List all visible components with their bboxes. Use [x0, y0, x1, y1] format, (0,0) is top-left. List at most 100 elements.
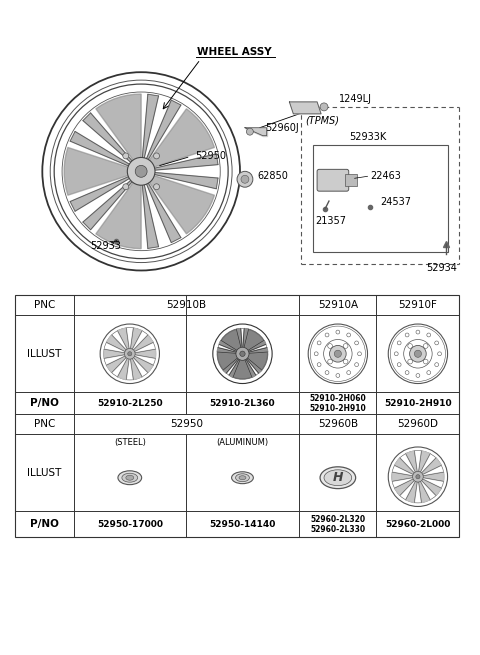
Circle shape	[124, 348, 135, 359]
Text: (TPMS): (TPMS)	[305, 116, 339, 126]
Circle shape	[355, 363, 359, 367]
Polygon shape	[395, 479, 414, 496]
Polygon shape	[419, 451, 430, 472]
Polygon shape	[229, 360, 240, 377]
Text: 21357: 21357	[315, 216, 346, 226]
Circle shape	[435, 341, 439, 345]
Circle shape	[395, 352, 398, 356]
Circle shape	[427, 333, 431, 337]
Circle shape	[405, 371, 409, 375]
Circle shape	[423, 359, 428, 364]
Circle shape	[355, 341, 359, 345]
Polygon shape	[131, 328, 142, 349]
Polygon shape	[155, 172, 218, 189]
Polygon shape	[70, 177, 129, 211]
Text: ILLUST: ILLUST	[27, 348, 61, 359]
Circle shape	[409, 345, 426, 362]
Circle shape	[127, 157, 155, 185]
Polygon shape	[104, 349, 124, 358]
Circle shape	[416, 475, 420, 479]
Circle shape	[397, 363, 401, 367]
Polygon shape	[220, 329, 241, 351]
Polygon shape	[118, 328, 129, 349]
Polygon shape	[146, 183, 181, 242]
Circle shape	[314, 352, 318, 356]
Polygon shape	[421, 458, 442, 474]
Text: 52910-2H060
52910-2H910: 52910-2H060 52910-2H910	[310, 394, 366, 413]
Circle shape	[347, 371, 350, 375]
Text: 52933K: 52933K	[349, 132, 386, 141]
Polygon shape	[146, 100, 181, 159]
Polygon shape	[219, 341, 237, 351]
Text: 52950-14140: 52950-14140	[209, 520, 276, 529]
Text: H: H	[333, 471, 343, 484]
Circle shape	[334, 350, 341, 358]
Circle shape	[128, 352, 132, 356]
Text: 52960B: 52960B	[318, 419, 358, 429]
Text: 52910-2H910: 52910-2H910	[384, 399, 452, 408]
Text: 52960D: 52960D	[397, 419, 438, 429]
Polygon shape	[107, 356, 126, 373]
Text: P/NO: P/NO	[30, 398, 59, 408]
Circle shape	[343, 359, 348, 364]
Text: 52910-2L250: 52910-2L250	[97, 399, 163, 408]
Polygon shape	[143, 185, 158, 248]
Text: 22463: 22463	[371, 172, 401, 181]
Polygon shape	[133, 335, 153, 352]
Circle shape	[336, 373, 340, 377]
Polygon shape	[135, 349, 156, 358]
Text: 52910A: 52910A	[318, 300, 358, 310]
Text: (STEEL): (STEEL)	[114, 438, 146, 447]
Polygon shape	[83, 113, 132, 162]
Bar	[345, 174, 357, 186]
Ellipse shape	[324, 470, 352, 485]
Circle shape	[123, 184, 129, 190]
Polygon shape	[96, 94, 141, 160]
Polygon shape	[245, 128, 267, 136]
Text: 52950: 52950	[170, 419, 203, 429]
Circle shape	[154, 184, 159, 190]
Circle shape	[328, 344, 333, 348]
Circle shape	[236, 347, 249, 360]
Polygon shape	[143, 94, 158, 158]
Circle shape	[330, 345, 346, 362]
Text: WHEEL ASSY: WHEEL ASSY	[197, 47, 272, 57]
Bar	[14, 295, 459, 537]
Polygon shape	[133, 356, 153, 373]
Circle shape	[317, 363, 321, 367]
Text: P/NO: P/NO	[30, 519, 59, 529]
Polygon shape	[217, 350, 238, 371]
Ellipse shape	[231, 472, 253, 483]
Bar	[313, 145, 447, 252]
Polygon shape	[223, 358, 238, 373]
Polygon shape	[217, 348, 236, 353]
Polygon shape	[236, 329, 242, 347]
Polygon shape	[289, 102, 321, 114]
Circle shape	[397, 341, 401, 345]
Circle shape	[408, 359, 412, 364]
Circle shape	[320, 103, 328, 111]
Text: PNC: PNC	[34, 419, 55, 429]
Ellipse shape	[236, 474, 250, 481]
Circle shape	[423, 344, 428, 348]
FancyBboxPatch shape	[317, 170, 349, 191]
Polygon shape	[149, 176, 215, 234]
Polygon shape	[248, 341, 266, 351]
Polygon shape	[247, 358, 262, 373]
Circle shape	[413, 472, 423, 482]
Polygon shape	[70, 132, 129, 166]
Circle shape	[427, 371, 431, 375]
Circle shape	[405, 333, 409, 337]
Circle shape	[246, 128, 253, 135]
Text: PNC: PNC	[34, 300, 55, 310]
Polygon shape	[419, 481, 430, 502]
Polygon shape	[243, 329, 249, 347]
Polygon shape	[118, 358, 129, 380]
Text: 52933: 52933	[90, 240, 120, 251]
Text: 52934: 52934	[426, 263, 456, 272]
Polygon shape	[64, 147, 128, 195]
Text: 52960J: 52960J	[264, 122, 299, 133]
Polygon shape	[392, 472, 413, 481]
Polygon shape	[406, 451, 417, 472]
Circle shape	[154, 153, 159, 159]
